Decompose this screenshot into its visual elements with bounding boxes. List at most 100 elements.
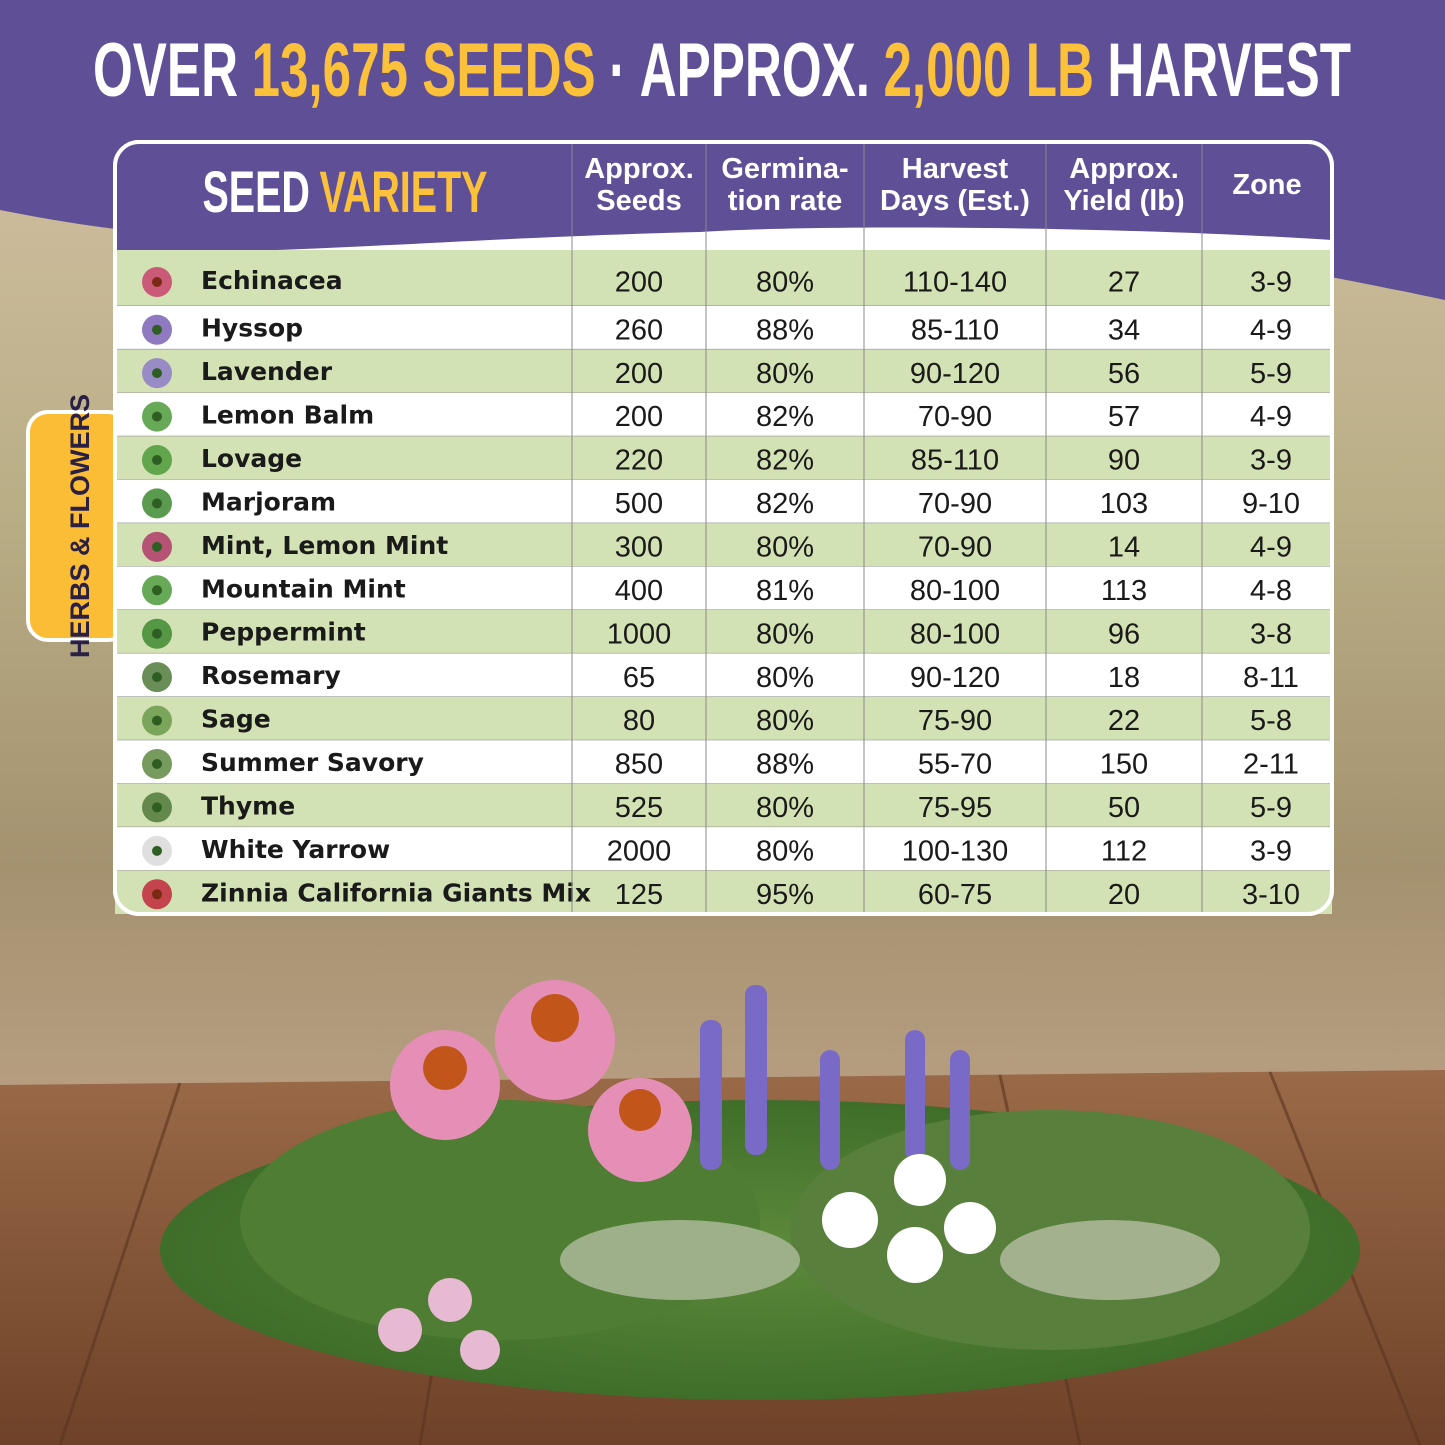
table-row — [115, 827, 1332, 871]
table-cell: 220 — [615, 445, 663, 477]
table-cell: 80% — [756, 358, 814, 390]
table-row — [115, 392, 1332, 437]
table-cell: 4-8 — [1250, 575, 1292, 607]
table-cell: 88% — [756, 749, 814, 781]
table-cell: 4-9 — [1250, 314, 1292, 346]
table-cell: 400 — [615, 575, 663, 607]
table-cell: 300 — [615, 532, 663, 564]
column-header: Zone — [1232, 169, 1301, 201]
table-cell: 3-8 — [1250, 618, 1292, 650]
variety-header-word: SEED — [203, 160, 310, 225]
icon-center — [152, 715, 162, 726]
table-cell: 80% — [756, 705, 814, 737]
table-border — [113, 140, 1334, 916]
table-cell: 150 — [1100, 749, 1148, 781]
plant-name: Mint, Lemon Mint — [201, 531, 448, 560]
table-cell: 85-110 — [911, 445, 999, 477]
column-header: Germina- — [721, 153, 848, 185]
plant-name: Marjoram — [201, 487, 336, 516]
plant-name: Rosemary — [201, 661, 341, 690]
icon-center — [152, 845, 162, 856]
table-cell: 80% — [756, 532, 814, 564]
table-cell: 95% — [756, 879, 814, 911]
table-cell: 500 — [615, 488, 663, 520]
table-row — [115, 436, 1332, 480]
table-row — [115, 870, 1332, 914]
table-row — [115, 523, 1332, 567]
icon-center — [152, 802, 162, 813]
plant-name: Summer Savory — [201, 748, 424, 777]
plant-name: Lavender — [201, 357, 333, 386]
icon-center — [152, 498, 162, 509]
table-row — [115, 349, 1332, 393]
table-cell: 18 — [1108, 662, 1140, 694]
table-cell: 75-95 — [918, 792, 992, 824]
table-cell: 85-110 — [911, 314, 999, 346]
icon-center — [152, 277, 162, 287]
table-row — [115, 566, 1332, 610]
plant-icon — [142, 835, 172, 866]
table-cell: 110-140 — [903, 267, 1007, 299]
icon-center — [152, 585, 162, 596]
table-cell: 100-130 — [902, 836, 1008, 868]
plant-icon — [142, 267, 172, 297]
plant-name: Lovage — [201, 444, 302, 473]
plant-name: Echinacea — [201, 266, 343, 295]
table-row — [115, 479, 1332, 524]
table-cell: 200 — [615, 401, 663, 433]
table-cell: 4-9 — [1250, 401, 1292, 433]
plant-name: Mountain Mint — [201, 574, 406, 603]
table-row — [115, 696, 1332, 741]
table-cell: 20 — [1108, 879, 1140, 911]
table-cell: 9-10 — [1242, 488, 1300, 520]
plant-icon — [142, 662, 172, 693]
title-segment: · — [609, 28, 626, 113]
table-cell: 90 — [1108, 445, 1140, 477]
table-cell: 850 — [615, 749, 663, 781]
column-header: Approx. — [584, 153, 694, 185]
title-segment: APPROX. — [640, 28, 870, 113]
icon-center — [152, 628, 162, 639]
table-cell: 80% — [756, 267, 814, 299]
table-cell: 80% — [756, 836, 814, 868]
table-cell: 5-9 — [1250, 358, 1292, 390]
table-cell: 80-100 — [910, 575, 1000, 607]
table-cell: 34 — [1108, 314, 1140, 346]
table-cell: 82% — [756, 488, 814, 520]
table-cell: 56 — [1108, 358, 1140, 390]
variety-header-word: VARIETY — [319, 160, 487, 225]
table-cell: 113 — [1101, 575, 1147, 607]
table-cell: 5-9 — [1250, 792, 1292, 824]
plant-name: Thyme — [201, 791, 295, 820]
plant-name: Lemon Balm — [201, 401, 374, 430]
plant-icon — [142, 358, 172, 389]
title-segment: HARVEST — [1107, 28, 1351, 113]
plant-icon — [142, 575, 172, 606]
plant-name: White Yarrow — [201, 835, 390, 864]
table-cell: 8-11 — [1243, 662, 1299, 694]
table-cell: 75-90 — [918, 705, 992, 737]
table-cell: 70-90 — [918, 532, 992, 564]
column-header: Approx. — [1069, 153, 1179, 185]
plant-icon — [142, 488, 172, 519]
plant-name: Sage — [201, 705, 271, 734]
table-cell: 55-70 — [918, 749, 992, 781]
plant-icon — [142, 879, 172, 910]
table-cell: 2000 — [607, 836, 672, 868]
plant-icon — [142, 531, 172, 562]
column-header: Yield (lb) — [1063, 185, 1184, 217]
table-cell: 5-8 — [1250, 705, 1292, 737]
table-cell: 22 — [1108, 705, 1140, 737]
table-cell: 2-11 — [1243, 749, 1299, 781]
table-cell: 60-75 — [918, 879, 992, 911]
table-cell: 103 — [1100, 488, 1148, 520]
table-cell: 80-100 — [910, 618, 1000, 650]
plant-icon — [142, 401, 172, 432]
table-cell: 57 — [1108, 401, 1140, 433]
icon-center — [152, 889, 162, 900]
plant-icon — [142, 314, 172, 345]
icon-center — [152, 759, 162, 769]
table-cell: 80 — [623, 705, 655, 737]
icon-center — [152, 368, 162, 379]
